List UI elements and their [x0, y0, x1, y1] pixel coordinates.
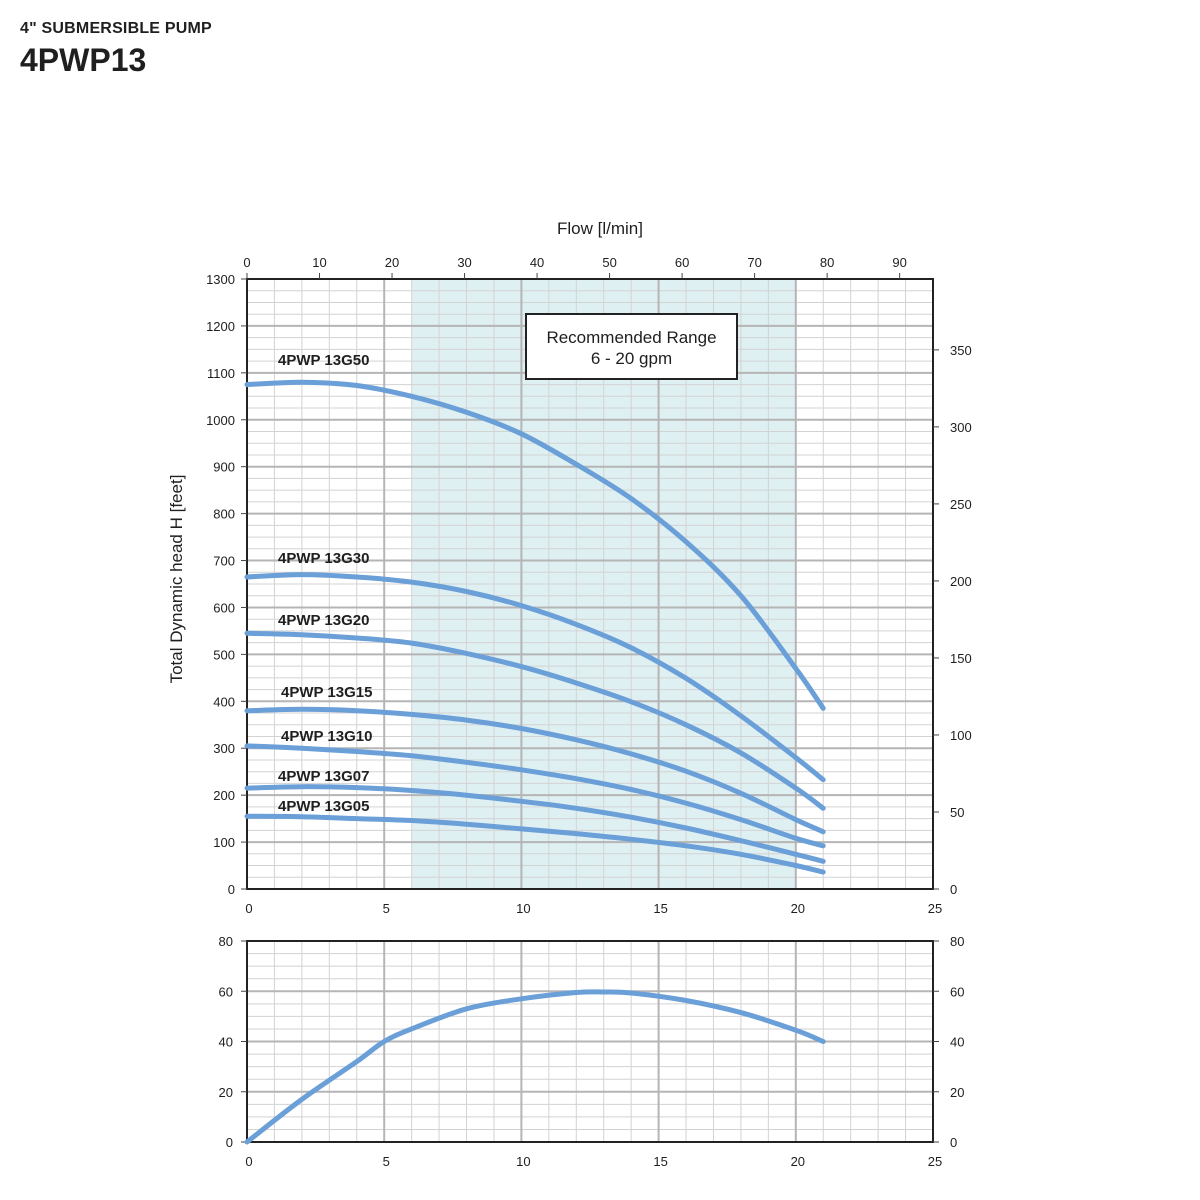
y2-tick-label: 50 [950, 805, 964, 820]
product-model: 4PWP13 [20, 42, 147, 78]
efficiency-line [244, 989, 826, 1145]
series-line [244, 813, 826, 875]
x2-tick-label: 10 [312, 255, 326, 270]
recommended-range-box [525, 313, 738, 380]
y-tick-label: 400 [213, 694, 235, 709]
recommended-range-value: 6 - 20 gpm [591, 349, 672, 368]
x-tick-label: 15 [653, 901, 667, 916]
y-tick-label: 100 [213, 835, 235, 850]
x-tick-label: 25 [928, 1154, 942, 1169]
series-label: 4PWP 13G05 [278, 798, 369, 815]
y2-tick-label: 350 [950, 343, 972, 358]
y-tick-label: 0 [228, 882, 235, 897]
y-tick-label: 500 [213, 647, 235, 662]
y-tick-label: 1000 [206, 413, 235, 428]
x2-tick-label: 80 [820, 255, 834, 270]
y2-tick-label: 80 [950, 934, 964, 949]
x2-tick-label: 50 [602, 255, 616, 270]
y2-tick-label: 0 [950, 1135, 957, 1150]
y2-tick-label: 40 [950, 1035, 964, 1050]
x2-tick-label: 20 [385, 255, 399, 270]
x2-tick-label: 40 [530, 255, 544, 270]
series-line [244, 379, 826, 711]
x-tick-label: 5 [383, 1154, 390, 1169]
x-tick-label: 0 [245, 901, 252, 916]
y-tick-label: 80 [219, 934, 233, 949]
y-tick-label: 60 [219, 984, 233, 999]
y-tick-label: 300 [213, 741, 235, 756]
series-line [244, 784, 826, 864]
y2-tick-label: 0 [950, 882, 957, 897]
series-line [244, 743, 826, 849]
x-tick-label: 20 [791, 1154, 805, 1169]
x-tick-label: 10 [516, 1154, 530, 1169]
x2-tick-label: 90 [892, 255, 906, 270]
y-axis-label: Total Dynamic head H [feet] [167, 475, 186, 684]
series-label: 4PWP 13G30 [278, 550, 369, 567]
y-tick-label: 900 [213, 460, 235, 475]
x-tick-label: 10 [516, 901, 530, 916]
efficiency-chart: 0 20 40 60 80 0 20 40 60 80 0 5 10 15 20 25 [219, 934, 965, 1169]
x2-tick-label: 30 [457, 255, 471, 270]
y-tick-label: 1100 [207, 366, 235, 381]
product-category: 4" SUBMERSIBLE PUMP [20, 20, 212, 37]
y-tick-label: 200 [213, 788, 235, 803]
series-label: 4PWP 13G50 [278, 352, 369, 369]
recommended-range-label: Recommended Range [546, 328, 716, 347]
y-tick-label: 1200 [206, 319, 235, 334]
y2-tick-label: 150 [950, 651, 972, 666]
y2-tick-label: 100 [950, 728, 972, 743]
x2-tick-label: 70 [747, 255, 761, 270]
x-tick-label: 15 [653, 1154, 667, 1169]
y-tick-label: 600 [213, 600, 235, 615]
x-tick-label: 25 [928, 901, 942, 916]
page-header: 4" SUBMERSIBLE PUMP 4PWP13 [20, 20, 212, 79]
y2-tick-label: 300 [950, 420, 972, 435]
series-line [244, 572, 826, 783]
plot-frame [246, 278, 934, 890]
series-label: 4PWP 13G07 [278, 768, 369, 785]
y2-tick-label: 60 [950, 984, 964, 999]
y2-tick-label: 250 [950, 497, 972, 512]
series-label: 4PWP 13G15 [281, 684, 372, 701]
x2-tick-label: 0 [243, 255, 250, 270]
y2-tick-label: 200 [950, 574, 972, 589]
y2-tick-label: 20 [950, 1085, 964, 1100]
x2-axis-label: Flow [l/min] [557, 219, 643, 238]
series-line [244, 630, 826, 811]
series-label: 4PWP 13G10 [281, 728, 372, 745]
x-tick-label: 0 [245, 1154, 252, 1169]
x-tick-label: 20 [791, 901, 805, 916]
head-flow-chart: 0100200300400500600700800900100011001200… [167, 219, 972, 916]
y-tick-label: 800 [213, 507, 235, 522]
y-tick-label: 700 [213, 554, 235, 569]
x2-tick-label: 60 [675, 255, 689, 270]
y-tick-label: 0 [226, 1135, 233, 1150]
x-tick-label: 5 [383, 901, 390, 916]
y-tick-label: 20 [219, 1085, 233, 1100]
y-tick-label: 40 [219, 1035, 233, 1050]
series-label: 4PWP 13G20 [278, 612, 369, 629]
y-tick-label: 1300 [206, 272, 235, 287]
series-line [244, 706, 826, 835]
